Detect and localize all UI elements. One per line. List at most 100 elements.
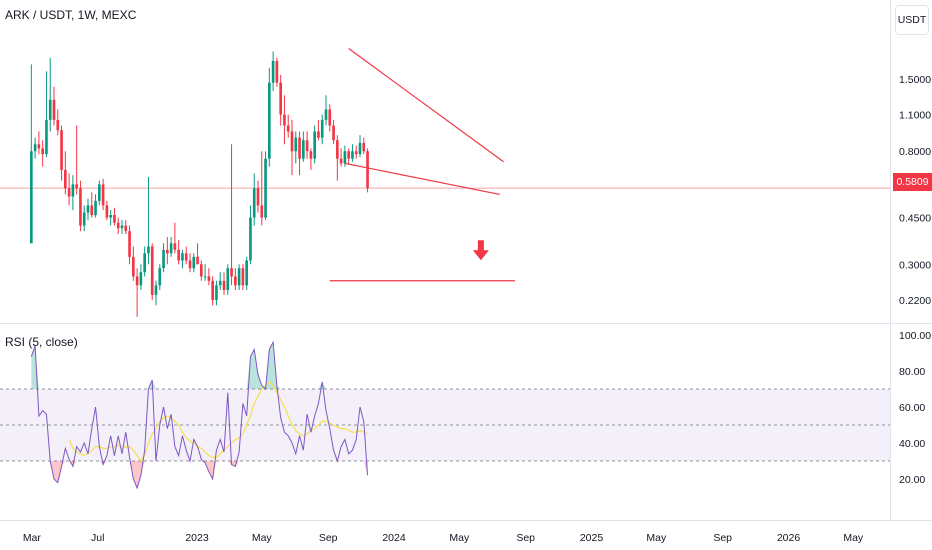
candle-body [264,158,267,218]
candle [256,180,260,213]
time-tick-label: Sep [516,532,535,544]
candle [192,253,196,273]
candle [305,131,309,159]
candle [245,256,248,291]
candle [173,222,177,254]
candle-body [362,142,366,152]
candle [166,237,169,265]
candle-body [268,82,271,159]
candle [230,144,233,286]
candle [147,176,150,265]
candle [124,220,128,235]
rsi-tick-label: 80.00 [899,366,925,378]
candle-body [328,109,332,126]
candle-body [166,249,169,254]
candle [358,135,362,158]
falling-wedge-lower [344,162,500,196]
time-tick-label: Jul [91,532,104,544]
candle [30,64,33,244]
candle [252,173,256,226]
price-tick-label: 0.2200 [899,295,931,307]
candle [290,119,294,176]
candle-body [366,151,369,189]
candle [234,268,237,291]
candle-body [226,268,230,291]
candle-body [158,268,162,286]
candle [237,264,241,291]
candle-body [33,144,37,152]
candle-body [30,151,33,244]
candle-body [203,276,207,278]
rsi-tick-label: 40.00 [899,438,925,450]
candle [139,264,143,291]
candle [336,135,339,181]
candle [222,272,226,295]
candle [82,205,86,232]
candle [181,249,184,269]
rsi-zone-fill [250,349,255,389]
last-price-label: 0.5809 [893,173,932,191]
candle [143,246,146,277]
candle-body [283,114,286,126]
candle [207,268,211,286]
candle-body [192,256,196,269]
candle-body [135,276,139,286]
candle [339,148,343,167]
candle-body [200,264,203,277]
rsi-tick-label: 60.00 [899,402,925,414]
candle [271,51,275,91]
candle [241,264,245,291]
time-tick-label: Sep [713,532,732,544]
candle [90,192,94,218]
candle-body [37,144,41,149]
candle [150,243,154,301]
time-tick-label: May [843,532,864,544]
candle [33,137,37,159]
candle [79,180,82,232]
candle [366,148,369,193]
candle [196,243,199,265]
candle [302,131,305,162]
candle [343,145,347,167]
candle-body [320,119,324,138]
rsi-zone-fill [35,345,39,389]
rsi-zone-fill [137,461,141,488]
candle [135,268,139,317]
rsi-zone-fill [269,342,274,389]
candle [249,205,252,265]
candle [67,173,71,206]
candle-body [305,140,309,152]
candle-body [275,61,279,83]
candle [298,131,301,176]
candle-body [302,140,305,159]
candle [60,125,63,181]
rsi-ma-line [68,380,368,463]
candle [268,67,271,167]
candle-body [101,184,105,206]
candle-body [184,253,188,261]
candle [279,75,282,126]
candle [154,280,158,306]
candle-body [98,184,101,201]
candle-body [143,253,146,273]
candle-body [48,99,52,120]
candle [215,280,218,306]
candle-body [147,246,150,254]
candle-body [150,246,154,295]
candle-body [249,217,252,261]
rsi-tick-label: 100.00 [899,330,931,342]
candle-body [177,249,180,261]
bearish-arrow [472,240,489,261]
candle [120,220,124,235]
time-tick-label: Mar [23,532,42,544]
candle [260,151,264,226]
candle-body [354,151,358,155]
currency-button[interactable]: USDT [895,5,929,35]
candle [169,237,173,257]
rsi-line [30,340,369,490]
candle-body [332,125,335,141]
candle [294,131,298,164]
candle-body [60,130,63,170]
candle-body [162,249,165,269]
